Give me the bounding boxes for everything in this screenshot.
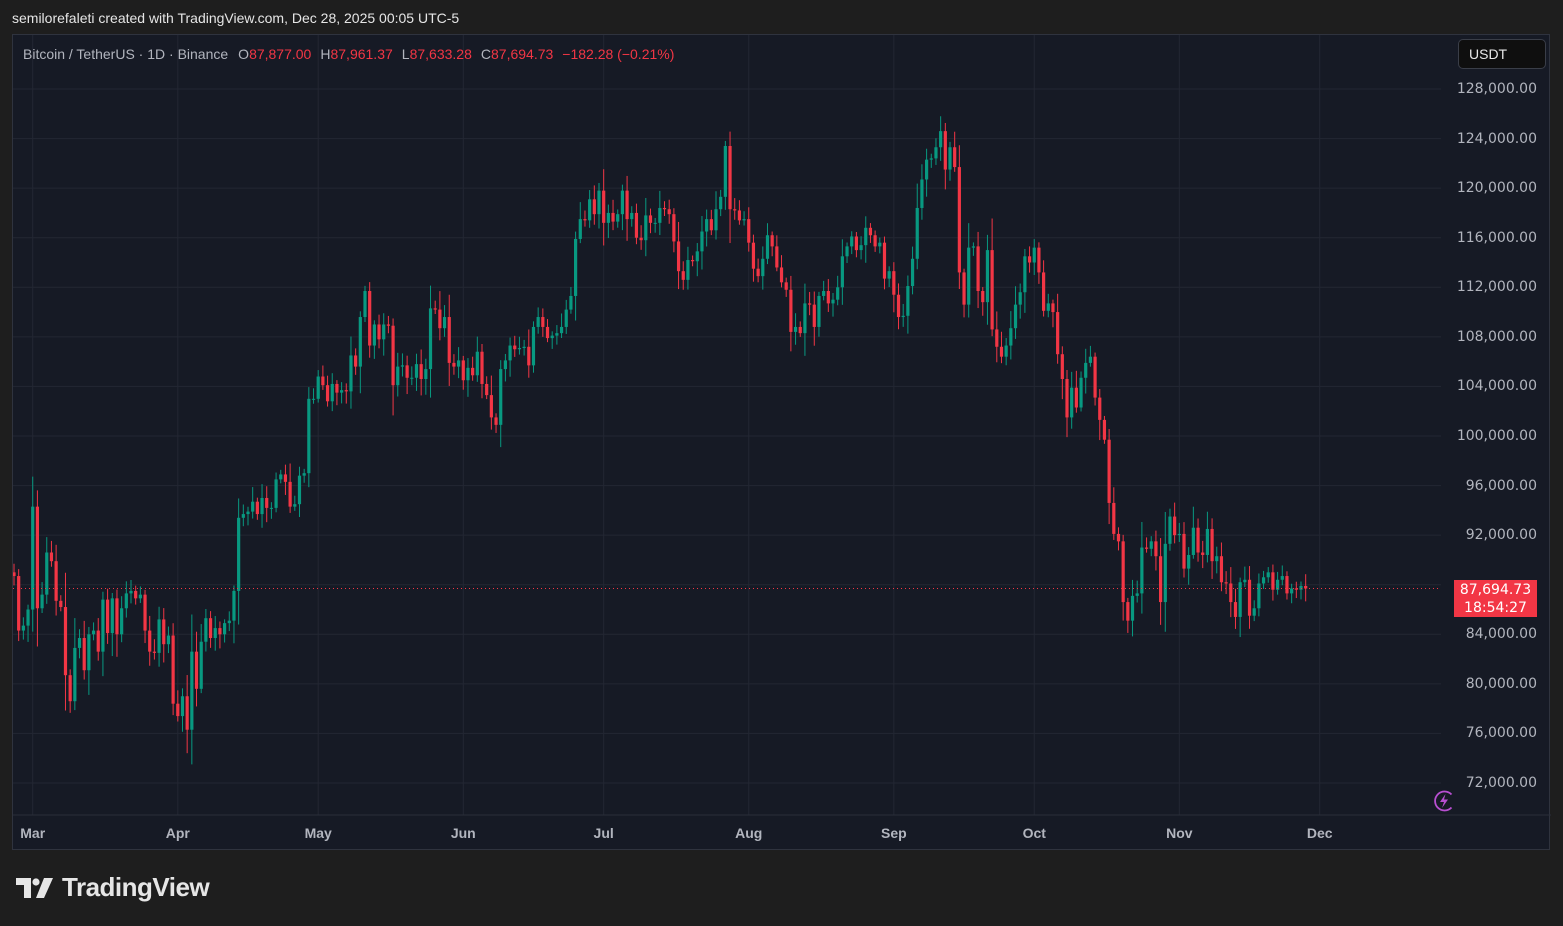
time-tick-label: Dec <box>1306 825 1333 841</box>
time-tick-label: Aug <box>735 825 763 841</box>
price-tick-label: 96,000.00 <box>1465 477 1537 494</box>
time-tick-label: Oct <box>1022 825 1046 841</box>
brand-name: TradingView <box>62 872 210 902</box>
lightning-bolt-icon[interactable] <box>1431 788 1457 814</box>
low-label: L <box>401 46 410 62</box>
price-tick-label: 72,000.00 <box>1465 775 1537 791</box>
time-tick-label: Nov <box>1166 825 1193 841</box>
time-tick-label: Apr <box>165 825 190 841</box>
price-tick-label: 116,000.00 <box>1456 229 1537 246</box>
time-tick-label: Mar <box>20 825 46 841</box>
close-label: C <box>480 46 491 62</box>
last-price-tag: 87,694.73 18:54:27 <box>1454 579 1537 617</box>
low-value: 87,633.28 <box>409 46 472 62</box>
time-tick-label: Sep <box>880 825 907 841</box>
high-label: H <box>320 46 331 62</box>
price-tick-label: 104,000.00 <box>1456 378 1537 395</box>
time-tick-label: Jul <box>593 825 614 841</box>
price-tick-label: 92,000.00 <box>1465 527 1537 544</box>
close-value: 87,694.73 <box>491 46 554 62</box>
high-value: 87,961.37 <box>330 46 393 62</box>
ohlc-legend: Bitcoin / TetherUS · 1D · Binance O 87,87… <box>23 46 674 62</box>
price-tick-label: 80,000.00 <box>1465 675 1537 692</box>
price-tick-label: 112,000.00 <box>1456 279 1537 296</box>
price-tick-label: 84,000.00 <box>1465 626 1537 643</box>
last-price-value: 87,694.73 <box>1459 581 1532 598</box>
price-tick-label: 108,000.00 <box>1456 328 1537 345</box>
price-tick-label: 76,000.00 <box>1465 725 1537 742</box>
open-value: 87,877.00 <box>249 46 312 62</box>
time-tick-label: May <box>304 825 332 841</box>
bar-countdown: 18:54:27 <box>1464 599 1527 616</box>
open-label: O <box>238 46 250 62</box>
price-tick-label: 120,000.00 <box>1456 180 1537 197</box>
change-value: −182.28 (−0.21%) <box>562 46 675 62</box>
price-tick-label: 124,000.00 <box>1456 130 1537 147</box>
chart-pane[interactable]: Bitcoin / TetherUS · 1D · Binance O 87,87… <box>12 34 1551 851</box>
time-tick-label: Jun <box>450 825 476 841</box>
candlestick-plot[interactable] <box>13 35 1551 851</box>
attribution-text: semilorefaleti created with TradingView.… <box>12 10 460 26</box>
tradingview-logo-icon <box>16 877 53 898</box>
currency-button[interactable]: USDT <box>1458 39 1546 69</box>
price-tick-label: 100,000.00 <box>1456 428 1537 444</box>
tradingview-brand[interactable]: TradingView <box>16 872 210 903</box>
price-tick-label: 128,000.00 <box>1456 81 1537 97</box>
symbol-title[interactable]: Bitcoin / TetherUS · 1D · Binance <box>23 46 229 62</box>
